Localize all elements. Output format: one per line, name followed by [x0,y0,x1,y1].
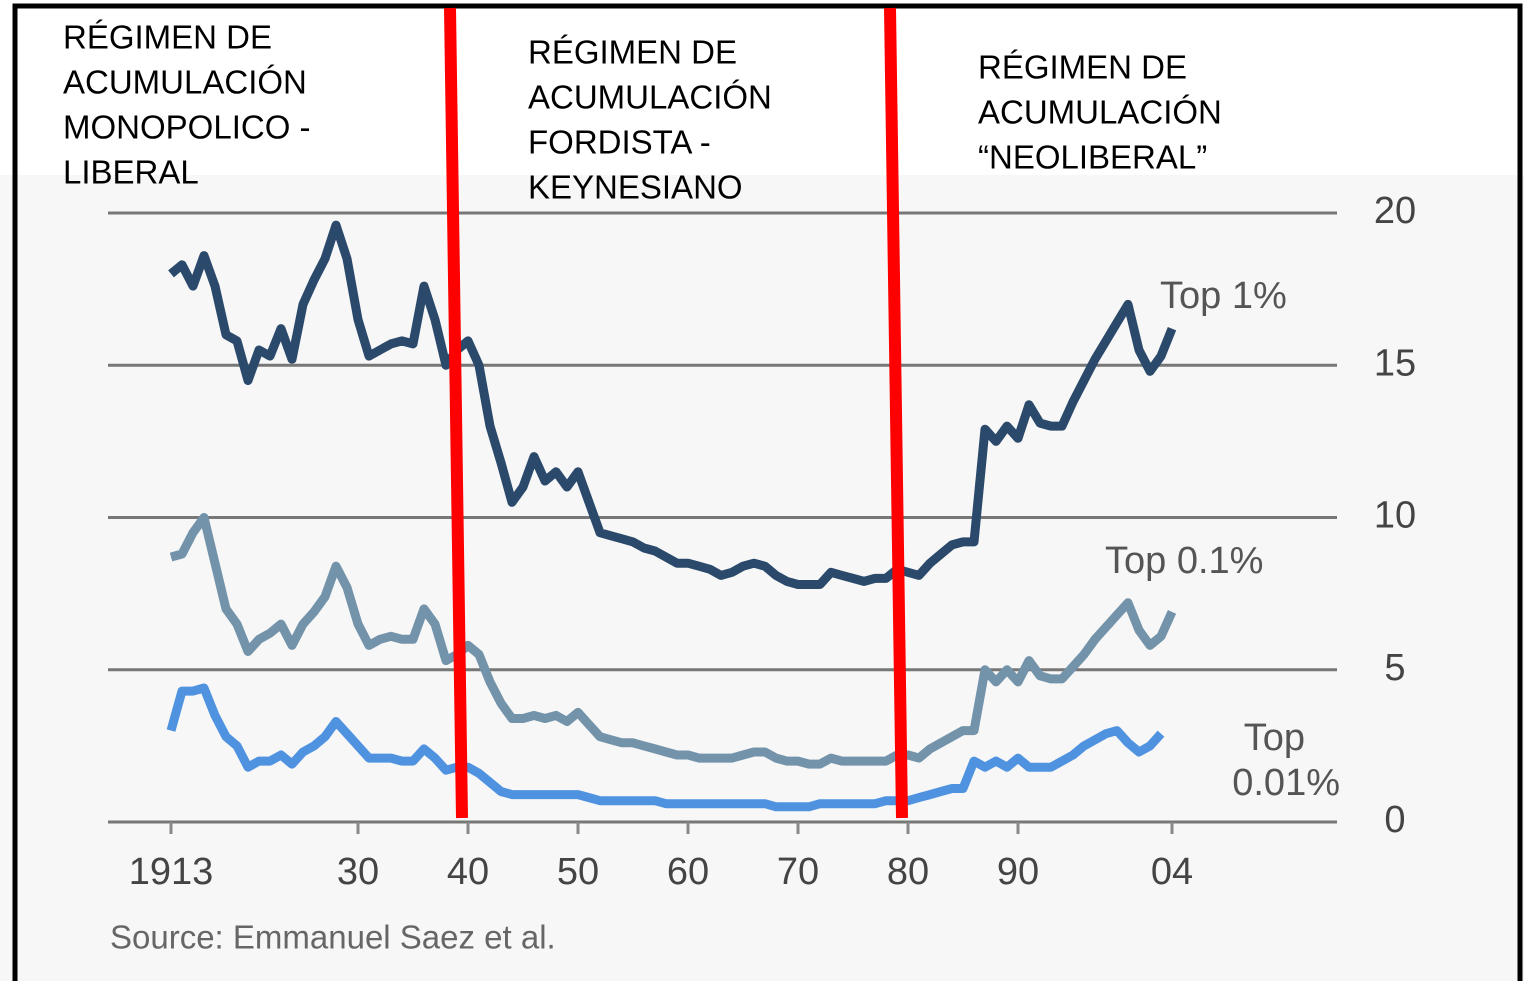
series-label: Top 0.1% [1105,540,1263,582]
plot-background [0,175,1524,981]
x-tick-label: 40 [447,851,489,893]
x-tick-label: 90 [997,851,1039,893]
annotation: LIBERAL [63,154,199,191]
series-line [168,220,1177,589]
series-label: Top 1% [1160,275,1287,317]
x-tick-label: 1913 [129,851,214,893]
annotation: RÉGIMEN DE [978,49,1187,86]
y-tick-label: 5 [1384,647,1405,689]
annotation: ACUMULACIÓN [528,79,772,116]
y-tick-label: 15 [1374,342,1416,384]
x-tick-label: 80 [887,851,929,893]
annotation: “NEOLIBERAL” [978,139,1207,176]
y-tick-label: 20 [1374,190,1416,232]
annotation: FORDISTA - [528,124,711,161]
x-tick-label: 30 [337,851,379,893]
series-label: Top 0.01% [1222,717,1340,804]
x-tick-label: 60 [667,851,709,893]
annotation: RÉGIMEN DE [528,34,737,71]
annotation: KEYNESIANO [528,169,743,206]
source: Source: Emmanuel Saez et al. [110,919,556,956]
y-tick-label: 10 [1374,495,1416,537]
frame [12,3,1523,981]
annotation: RÉGIMEN DE [63,19,272,56]
annotation: ACUMULACIÓN [63,64,307,101]
y-tick-label: 0 [1384,799,1405,841]
regime-line [884,7,908,819]
x-tick-label: 50 [557,851,599,893]
x-tick-label: 04 [1151,851,1193,893]
regime-line [444,7,468,819]
series-line [169,513,1177,769]
annotation: MONOPOLICO - [63,109,311,146]
series-line [166,683,1165,812]
annotation: ACUMULACIÓN [978,94,1222,131]
x-tick-label: 70 [777,851,819,893]
